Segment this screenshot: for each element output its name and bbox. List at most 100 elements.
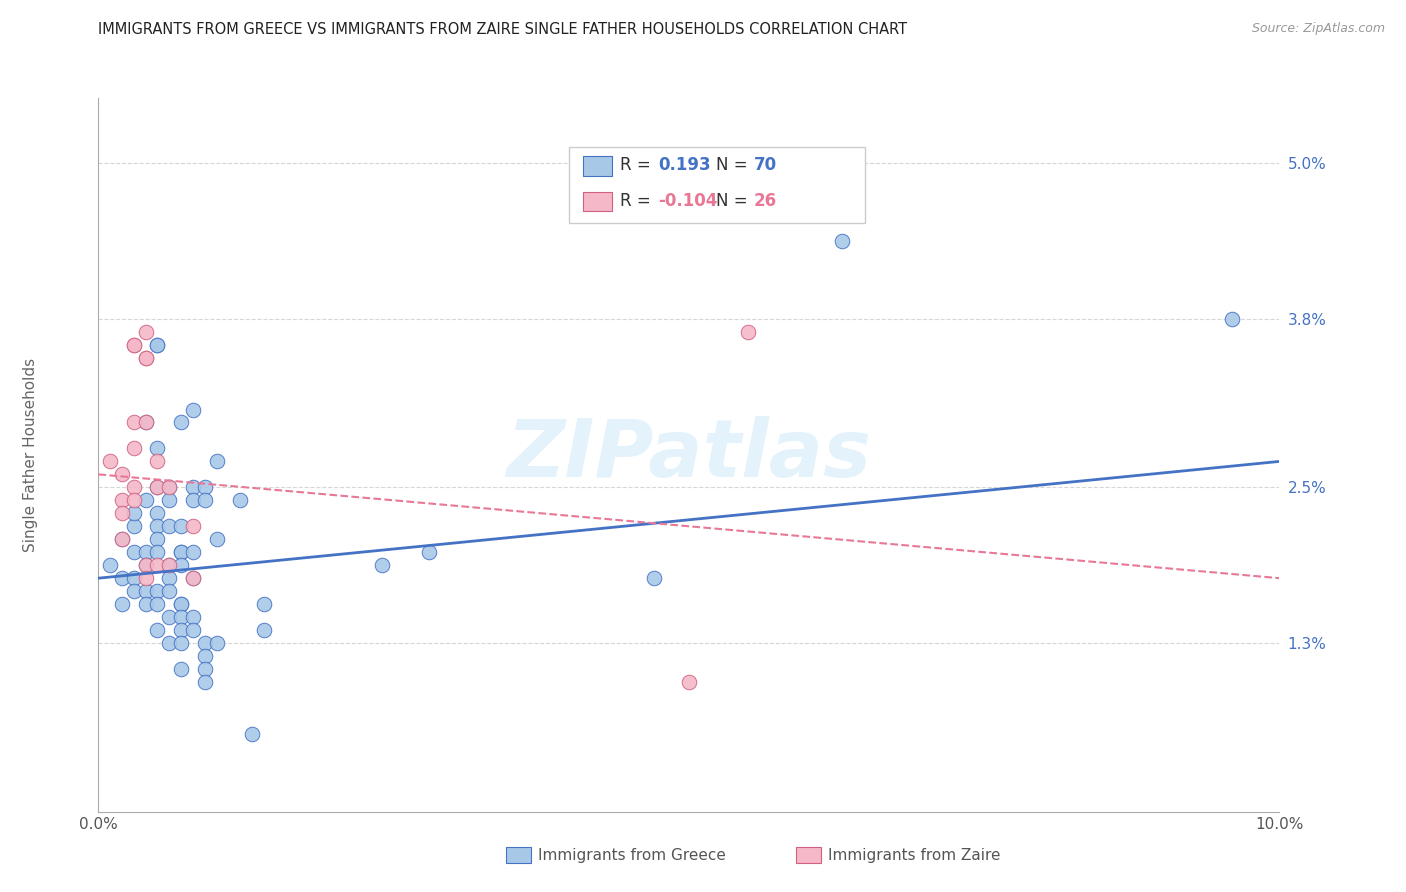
Point (205, 533, 228, 547)
Point (157, 571, 180, 585)
Text: N =: N = (716, 156, 752, 174)
Point (194, 662, 217, 676)
Point (181, 545, 204, 559)
Point (371, 558, 394, 573)
Point (1220, 311, 1243, 326)
Point (181, 571, 204, 585)
Point (111, 533, 134, 547)
Point (678, 675, 700, 690)
Text: Single Father Households: Single Father Households (24, 358, 38, 552)
Point (135, 416, 157, 430)
Point (194, 675, 217, 690)
Text: N =: N = (716, 192, 752, 210)
Point (135, 416, 157, 430)
Point (135, 325, 157, 339)
Text: Immigrants from Zaire: Immigrants from Zaire (828, 848, 1001, 863)
Point (170, 597, 193, 611)
Text: 70: 70 (754, 156, 776, 174)
Point (253, 623, 276, 637)
Point (170, 662, 193, 676)
Point (122, 493, 145, 508)
Point (135, 597, 157, 611)
Point (418, 545, 440, 559)
Point (122, 480, 145, 494)
Point (135, 351, 157, 365)
Point (111, 597, 134, 611)
Text: Immigrants from Greece: Immigrants from Greece (538, 848, 727, 863)
Point (170, 416, 193, 430)
Point (146, 545, 169, 559)
Point (135, 545, 157, 559)
Point (170, 519, 193, 533)
Text: -0.104: -0.104 (658, 192, 717, 210)
Point (122, 584, 145, 599)
Point (146, 506, 169, 520)
Point (146, 519, 169, 533)
Point (122, 545, 145, 559)
Point (181, 480, 204, 494)
Point (170, 558, 193, 573)
Point (157, 519, 180, 533)
Point (122, 571, 145, 585)
Point (194, 636, 217, 650)
Point (146, 337, 169, 351)
Point (111, 506, 134, 520)
Point (146, 454, 169, 468)
Point (146, 480, 169, 494)
Point (122, 442, 145, 456)
Point (181, 623, 204, 637)
Point (205, 636, 228, 650)
Point (157, 636, 180, 650)
Point (146, 584, 169, 599)
Point (181, 610, 204, 624)
Point (146, 442, 169, 456)
Point (157, 610, 180, 624)
Point (240, 727, 263, 741)
Text: R =: R = (620, 156, 657, 174)
Point (831, 234, 853, 248)
Text: 26: 26 (754, 192, 776, 210)
Point (157, 584, 180, 599)
Point (181, 402, 204, 417)
Point (122, 416, 145, 430)
Point (146, 533, 169, 547)
Point (111, 533, 134, 547)
Point (157, 480, 180, 494)
Point (170, 623, 193, 637)
Point (146, 558, 169, 573)
Point (194, 648, 217, 663)
Point (122, 337, 145, 351)
Point (181, 519, 204, 533)
Point (229, 493, 252, 508)
Point (253, 597, 276, 611)
Point (146, 597, 169, 611)
Point (98, 454, 121, 468)
Text: 0.193: 0.193 (658, 156, 710, 174)
Point (181, 493, 204, 508)
Point (170, 545, 193, 559)
Point (170, 545, 193, 559)
Text: R =: R = (620, 192, 657, 210)
Point (122, 506, 145, 520)
Point (205, 454, 228, 468)
Point (135, 558, 157, 573)
Point (135, 571, 157, 585)
Point (170, 610, 193, 624)
Point (157, 558, 180, 573)
Point (111, 571, 134, 585)
Point (170, 597, 193, 611)
Point (146, 337, 169, 351)
Text: ZIPatlas: ZIPatlas (506, 416, 872, 494)
Point (643, 571, 665, 585)
Point (135, 493, 157, 508)
Point (122, 519, 145, 533)
Point (111, 467, 134, 482)
Text: Source: ZipAtlas.com: Source: ZipAtlas.com (1251, 22, 1385, 36)
Point (194, 480, 217, 494)
Point (181, 571, 204, 585)
Point (135, 351, 157, 365)
Point (737, 325, 759, 339)
Point (111, 493, 134, 508)
Point (146, 480, 169, 494)
Point (170, 636, 193, 650)
